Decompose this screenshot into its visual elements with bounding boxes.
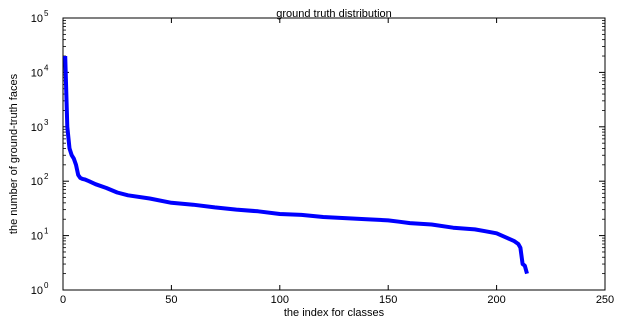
y-tick-exponent: 4 xyxy=(44,63,49,72)
chart-title: ground truth distribution xyxy=(276,8,392,20)
series-line xyxy=(63,55,529,275)
y-tick-label: 10 xyxy=(31,231,43,243)
x-tick-label: 150 xyxy=(379,294,397,306)
y-tick-label: 10 xyxy=(31,285,43,297)
y-tick-exponent: 5 xyxy=(44,9,49,18)
x-tick-label: 200 xyxy=(487,294,505,306)
x-axis-ticks: 0 50 100 150 200 250 xyxy=(60,18,614,306)
y-tick-label: 10 xyxy=(31,176,43,188)
x-axis-label: the index for classes xyxy=(284,307,385,319)
x-tick-label: 250 xyxy=(596,294,614,306)
y-tick-label: 10 xyxy=(31,122,43,134)
y-tick-exponent: 1 xyxy=(44,227,49,236)
y-tick-label: 10 xyxy=(31,13,43,25)
y-tick-exponent: 0 xyxy=(44,281,49,290)
y-tick-label: 10 xyxy=(31,67,43,79)
plot-frame xyxy=(62,17,606,291)
x-tick-label: 50 xyxy=(165,294,177,306)
y-axis-label: the number of ground-truth faces xyxy=(8,73,20,234)
x-tick-label: 100 xyxy=(271,294,289,306)
y-tick-exponent: 3 xyxy=(44,118,49,127)
data-series xyxy=(63,55,529,275)
y-tick-exponent: 2 xyxy=(44,172,49,181)
x-tick-label: 0 xyxy=(60,294,66,306)
